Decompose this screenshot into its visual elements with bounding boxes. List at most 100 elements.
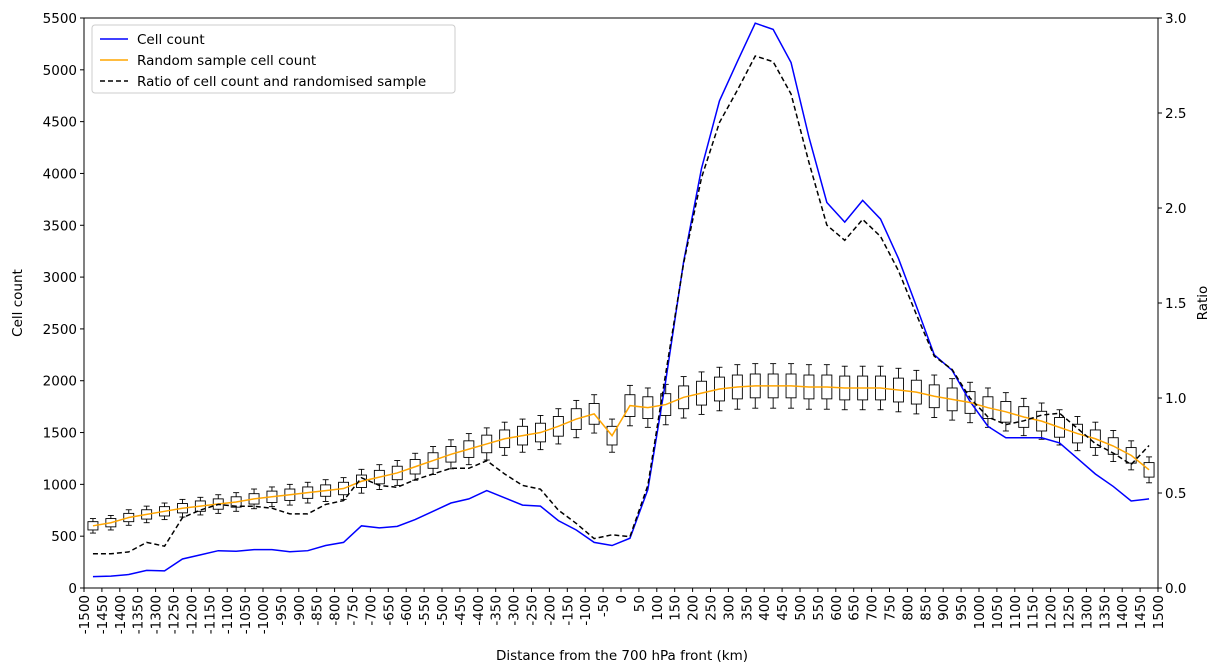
series-line bbox=[92, 22, 1150, 578]
y-tick-label: 500 bbox=[51, 529, 77, 545]
box bbox=[606, 425, 618, 446]
x-tick-label: -1300 bbox=[149, 595, 165, 634]
x-tick-label: -900 bbox=[292, 595, 308, 626]
box bbox=[1054, 417, 1066, 438]
x-tick-label: 650 bbox=[847, 595, 863, 621]
box bbox=[588, 403, 600, 425]
y2-axis-label: Ratio bbox=[1195, 286, 1211, 321]
x-tick-label: -800 bbox=[328, 595, 344, 626]
x-tick-label: 1400 bbox=[1115, 595, 1131, 629]
box bbox=[1143, 462, 1155, 478]
box bbox=[391, 465, 403, 481]
x-tick-label: 100 bbox=[650, 595, 666, 621]
y-tick-label: 3000 bbox=[43, 270, 77, 286]
plot-frame bbox=[83, 17, 1159, 589]
box bbox=[696, 380, 707, 406]
x-tick-label: -1150 bbox=[202, 595, 218, 634]
x-tick-label: -1000 bbox=[256, 595, 272, 634]
box bbox=[517, 425, 528, 446]
x-tick-label: -150 bbox=[560, 595, 576, 626]
legend-box bbox=[91, 24, 456, 94]
x-tick-label: 1050 bbox=[990, 595, 1006, 629]
x-tick-label: 0 bbox=[614, 595, 630, 604]
box bbox=[356, 474, 367, 488]
box bbox=[445, 446, 457, 463]
x-tick-label: -250 bbox=[525, 595, 541, 626]
x-tick-label: -850 bbox=[310, 595, 326, 626]
box bbox=[535, 422, 546, 443]
x-tick-label: -350 bbox=[489, 595, 505, 626]
x-tick-label: -300 bbox=[507, 595, 523, 626]
x-tick-label: 200 bbox=[686, 595, 702, 621]
x-tick-label: -550 bbox=[417, 595, 433, 626]
y-tick-label: 5500 bbox=[43, 11, 77, 27]
box bbox=[373, 469, 385, 485]
x-tick-label: -1350 bbox=[131, 595, 147, 634]
x-tick-label: 1100 bbox=[1008, 595, 1024, 629]
x-tick-label: 150 bbox=[668, 595, 684, 621]
box bbox=[159, 506, 171, 517]
box bbox=[946, 387, 958, 412]
box bbox=[1036, 410, 1048, 432]
x-tick-label: -1100 bbox=[220, 595, 236, 634]
x-tick-label: 750 bbox=[883, 595, 899, 621]
y2-tick-label: 2.0 bbox=[1165, 201, 1186, 217]
box bbox=[499, 429, 511, 449]
x-tick-label: 400 bbox=[757, 595, 773, 621]
x-tick-label: 1250 bbox=[1062, 595, 1078, 629]
box bbox=[463, 440, 475, 458]
box bbox=[1089, 429, 1101, 449]
y2-tick-label: 0.5 bbox=[1165, 486, 1186, 502]
x-tick-label: 1200 bbox=[1044, 595, 1060, 629]
x-tick-label: 500 bbox=[793, 595, 809, 621]
box bbox=[1107, 437, 1119, 455]
x-tick-label: 50 bbox=[632, 595, 648, 612]
x-tick-label: -400 bbox=[471, 595, 487, 626]
x-tick-label: 850 bbox=[918, 595, 934, 621]
y-tick-label: 4000 bbox=[43, 166, 77, 182]
x-tick-label: -750 bbox=[346, 595, 362, 626]
x-tick-label: 1150 bbox=[1026, 595, 1042, 629]
box bbox=[552, 416, 564, 437]
x-tick-label: 1000 bbox=[972, 595, 988, 629]
series-line bbox=[92, 385, 1150, 527]
y-tick-label: 3500 bbox=[43, 218, 77, 234]
box bbox=[409, 459, 421, 475]
x-tick-label: -1450 bbox=[95, 595, 111, 634]
x-tick-label: 600 bbox=[829, 595, 845, 621]
x-tick-label: 550 bbox=[811, 595, 827, 621]
x-axis-label: Distance from the 700 hPa front (km) bbox=[496, 648, 748, 664]
x-tick-label: -1250 bbox=[167, 595, 183, 634]
legend-label: Random sample cell count bbox=[137, 53, 316, 69]
x-tick-label: -1200 bbox=[184, 595, 200, 634]
y2-tick-label: 2.5 bbox=[1165, 106, 1186, 122]
box bbox=[123, 512, 135, 523]
box bbox=[1000, 401, 1012, 423]
x-tick-label: -650 bbox=[381, 595, 397, 626]
y-tick-label: 2500 bbox=[43, 322, 77, 338]
y-tick-label: 0 bbox=[68, 581, 77, 597]
series-line bbox=[92, 55, 1150, 555]
y-tick-label: 5000 bbox=[43, 63, 77, 79]
x-tick-label: -450 bbox=[453, 595, 469, 626]
box bbox=[982, 396, 994, 420]
x-tick-label: 250 bbox=[704, 595, 720, 621]
box bbox=[105, 518, 117, 528]
legend-label: Cell count bbox=[137, 32, 205, 48]
x-tick-label: 1500 bbox=[1151, 595, 1167, 629]
x-tick-label: 450 bbox=[775, 595, 791, 621]
x-tick-label: -1500 bbox=[77, 595, 93, 634]
x-tick-label: 1350 bbox=[1097, 595, 1113, 629]
box bbox=[427, 452, 439, 469]
box bbox=[678, 385, 690, 410]
box bbox=[1018, 406, 1030, 428]
x-tick-label: 900 bbox=[936, 595, 952, 621]
box bbox=[87, 521, 99, 531]
box bbox=[141, 509, 153, 520]
y-tick-label: 4500 bbox=[43, 115, 77, 131]
x-tick-label: -500 bbox=[435, 595, 451, 626]
box bbox=[928, 384, 940, 409]
y-tick-label: 1500 bbox=[43, 426, 77, 442]
box bbox=[1071, 423, 1083, 444]
